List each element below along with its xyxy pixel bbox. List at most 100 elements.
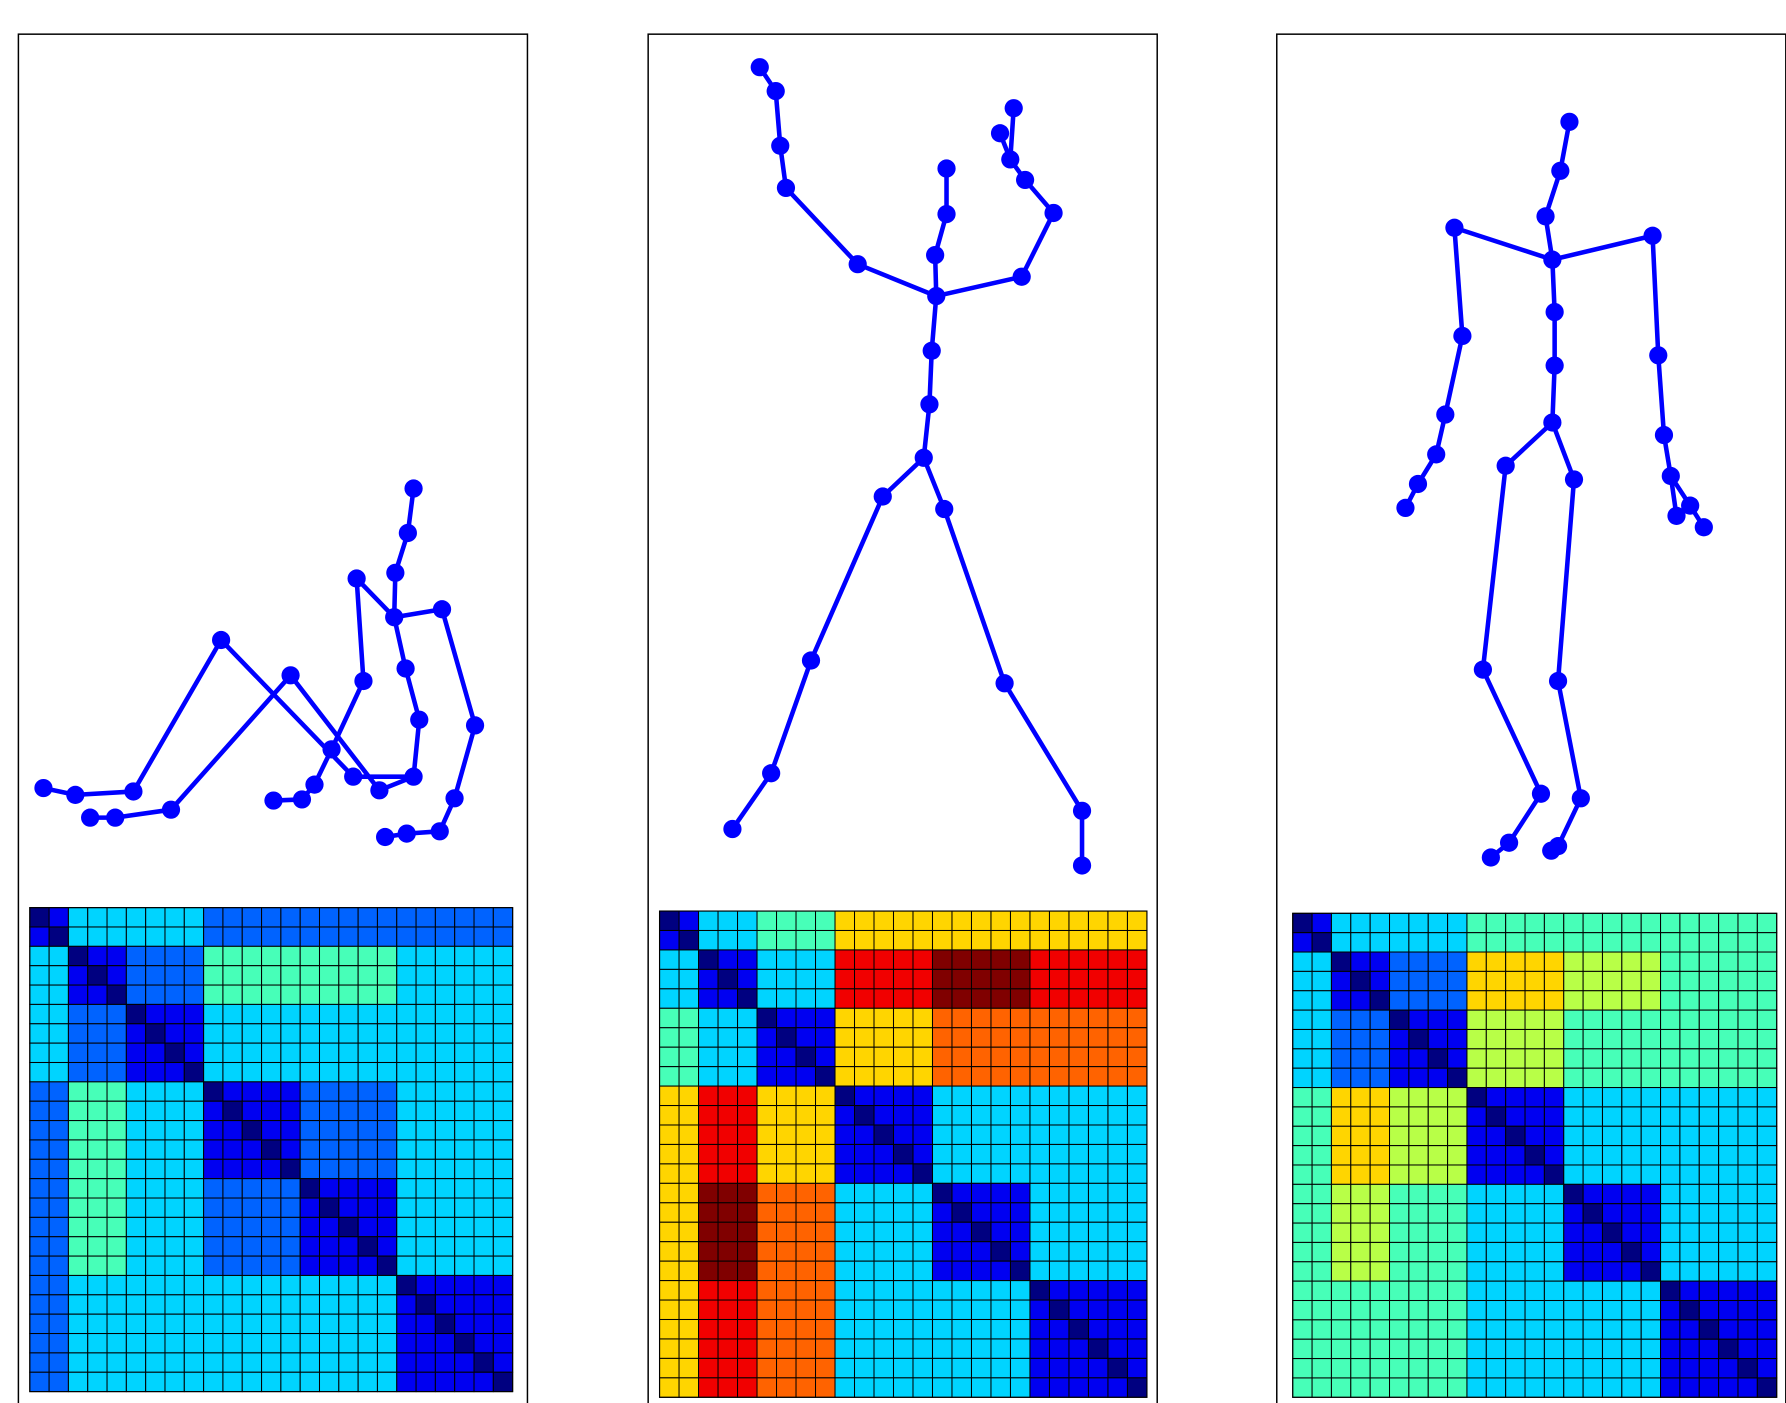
heatmap-cell xyxy=(1049,1300,1068,1319)
heatmap-cell xyxy=(1049,1086,1068,1105)
heatmap-cell xyxy=(435,1121,454,1140)
heatmap-cell xyxy=(1127,1028,1146,1047)
heatmap-cell xyxy=(1622,1029,1641,1048)
heatmap-cell xyxy=(300,1043,319,1062)
heatmap-cell xyxy=(377,1004,396,1023)
heatmap-cell xyxy=(49,1179,68,1198)
heatmap-cell xyxy=(1428,1204,1447,1223)
heatmap-cell xyxy=(68,1334,87,1353)
heatmap-cell xyxy=(874,1339,893,1358)
heatmap-cell xyxy=(679,1125,698,1144)
heatmap-cell xyxy=(339,1179,358,1198)
heatmap-cell xyxy=(660,1281,679,1300)
heatmap-cell xyxy=(777,1183,796,1202)
heatmap-cell xyxy=(300,927,319,946)
heatmap-cell xyxy=(1486,1204,1505,1223)
heatmap-cell xyxy=(204,1062,223,1081)
heatmap-cell xyxy=(493,927,512,946)
heatmap-cell xyxy=(660,1047,679,1066)
heatmap-cell xyxy=(971,1028,990,1047)
heatmap-cell xyxy=(1331,1107,1350,1126)
heatmap-cell xyxy=(1312,1223,1331,1242)
heatmap-cell xyxy=(1680,1242,1699,1261)
heatmap-cell xyxy=(223,1372,242,1391)
heatmap-cell xyxy=(1486,933,1505,952)
heatmap-cell xyxy=(146,1353,165,1372)
heatmap-cell xyxy=(455,1353,474,1372)
heatmap-cell xyxy=(679,1106,698,1125)
heatmap-cell xyxy=(1680,1339,1699,1358)
heatmap-cell xyxy=(435,908,454,927)
heatmap-cell xyxy=(1641,1281,1660,1300)
heatmap-cell xyxy=(971,1300,990,1319)
heatmap-cell xyxy=(30,1043,49,1062)
heatmap-cell xyxy=(1088,1242,1107,1261)
heatmap-cell xyxy=(738,1242,757,1261)
heatmap-cell xyxy=(894,1378,913,1397)
heatmap-cell xyxy=(1409,971,1428,990)
bone xyxy=(858,264,937,296)
heatmap-cell xyxy=(126,966,145,985)
heatmap-cell xyxy=(855,989,874,1008)
heatmap-cell xyxy=(874,1125,893,1144)
heatmap-cell xyxy=(1719,1010,1738,1029)
heatmap-cell xyxy=(874,1203,893,1222)
heatmap-cell xyxy=(1390,1068,1409,1087)
heatmap-cell xyxy=(1525,1301,1544,1320)
heatmap-cell xyxy=(107,927,126,946)
heatmap-cell xyxy=(1312,971,1331,990)
heatmap-cell xyxy=(320,1353,339,1372)
heatmap-cell xyxy=(435,927,454,946)
heatmap-cell xyxy=(1719,1262,1738,1281)
heatmap-cell xyxy=(1583,1301,1602,1320)
heatmap-cell xyxy=(1641,1088,1660,1107)
heatmap-cell xyxy=(894,911,913,930)
heatmap-cell xyxy=(1757,933,1776,952)
heatmap-cell xyxy=(777,969,796,988)
heatmap-cell xyxy=(146,1217,165,1236)
heatmap-cell xyxy=(377,1237,396,1256)
heatmap-cell xyxy=(777,1164,796,1183)
heatmap-cell xyxy=(146,1372,165,1391)
joint xyxy=(124,782,142,800)
heatmap-cell xyxy=(146,1198,165,1217)
heatmap-cell xyxy=(1088,1144,1107,1163)
heatmap-cell xyxy=(1738,1165,1757,1184)
heatmap-cell xyxy=(358,985,377,1004)
heatmap-cell xyxy=(952,930,971,949)
heatmap-cell xyxy=(1583,1088,1602,1107)
heatmap-cell xyxy=(455,1043,474,1062)
heatmap-cell xyxy=(242,1101,261,1120)
heatmap-cell xyxy=(1602,913,1621,932)
heatmap-cell xyxy=(1506,1010,1525,1029)
heatmap-cell xyxy=(1486,1339,1505,1358)
heatmap-cell xyxy=(1680,1029,1699,1048)
heatmap-cell xyxy=(952,1125,971,1144)
heatmap-cell xyxy=(493,966,512,985)
heatmap-cell xyxy=(1757,1242,1776,1261)
heatmap-cell xyxy=(474,1372,493,1391)
heatmap-cell xyxy=(913,1222,932,1241)
heatmap-cell xyxy=(913,1183,932,1202)
heatmap-cell xyxy=(358,1372,377,1391)
heatmap-cell xyxy=(300,1101,319,1120)
joint xyxy=(1436,405,1454,423)
heatmap-cell xyxy=(339,1275,358,1294)
heatmap-cell xyxy=(757,1067,776,1086)
heatmap-cell xyxy=(204,1275,223,1294)
heatmap-cell xyxy=(1467,1126,1486,1145)
joint xyxy=(1662,467,1680,485)
heatmap-cell xyxy=(971,1358,990,1377)
heatmap-cell xyxy=(660,1106,679,1125)
heatmap-cell xyxy=(1661,952,1680,971)
heatmap-cell xyxy=(49,1004,68,1023)
heatmap-cell xyxy=(1312,991,1331,1010)
heatmap-cell xyxy=(1010,1320,1029,1339)
heatmap-cell xyxy=(377,1334,396,1353)
heatmap-cell xyxy=(474,1043,493,1062)
heatmap-cell xyxy=(1312,1320,1331,1339)
heatmap-cell xyxy=(1467,1088,1486,1107)
heatmap-cell xyxy=(894,1144,913,1163)
heatmap-cell xyxy=(913,1261,932,1280)
heatmap-cell xyxy=(1486,1107,1505,1126)
